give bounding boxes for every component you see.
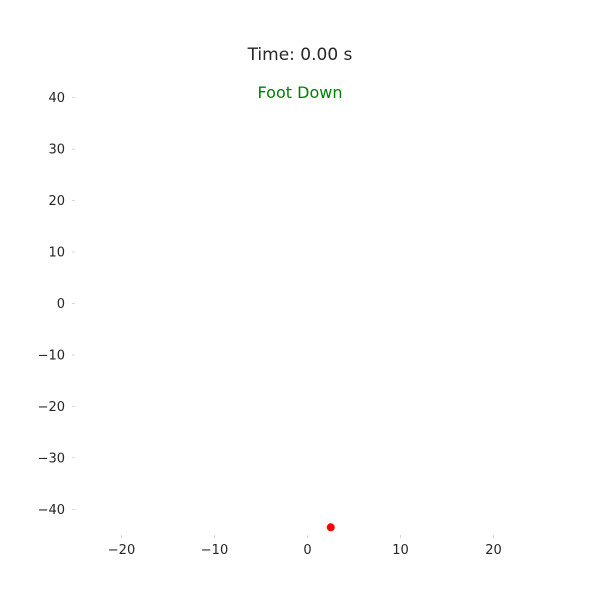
y-tick-label: 30	[48, 143, 65, 158]
y-tick-label: 40	[48, 91, 65, 106]
data-points	[326, 523, 335, 532]
x-tick-label: −10	[201, 543, 228, 558]
y-tick-label: −30	[38, 451, 65, 466]
y-tick-label: 20	[48, 194, 65, 209]
y-tick-label: −40	[38, 503, 65, 518]
y-axis-ticks: 40 30 20 10 0 −10 −20 −30 −40	[38, 91, 75, 518]
x-tick-label: 0	[303, 543, 311, 558]
y-tick-label: 10	[48, 246, 65, 261]
y-tick-label: 0	[57, 297, 65, 312]
x-tick-label: 10	[392, 543, 409, 558]
x-tick-label: −20	[108, 543, 135, 558]
y-tick-label: −10	[38, 348, 65, 363]
y-tick-label: −20	[38, 400, 65, 415]
x-tick-label: 20	[485, 543, 502, 558]
foot-status-label: Foot Down	[257, 83, 343, 102]
plot-title: Time: 0.00 s	[247, 45, 353, 65]
foot-point	[326, 523, 335, 532]
x-axis-ticks: −20 −10 0 10 20	[108, 535, 502, 558]
